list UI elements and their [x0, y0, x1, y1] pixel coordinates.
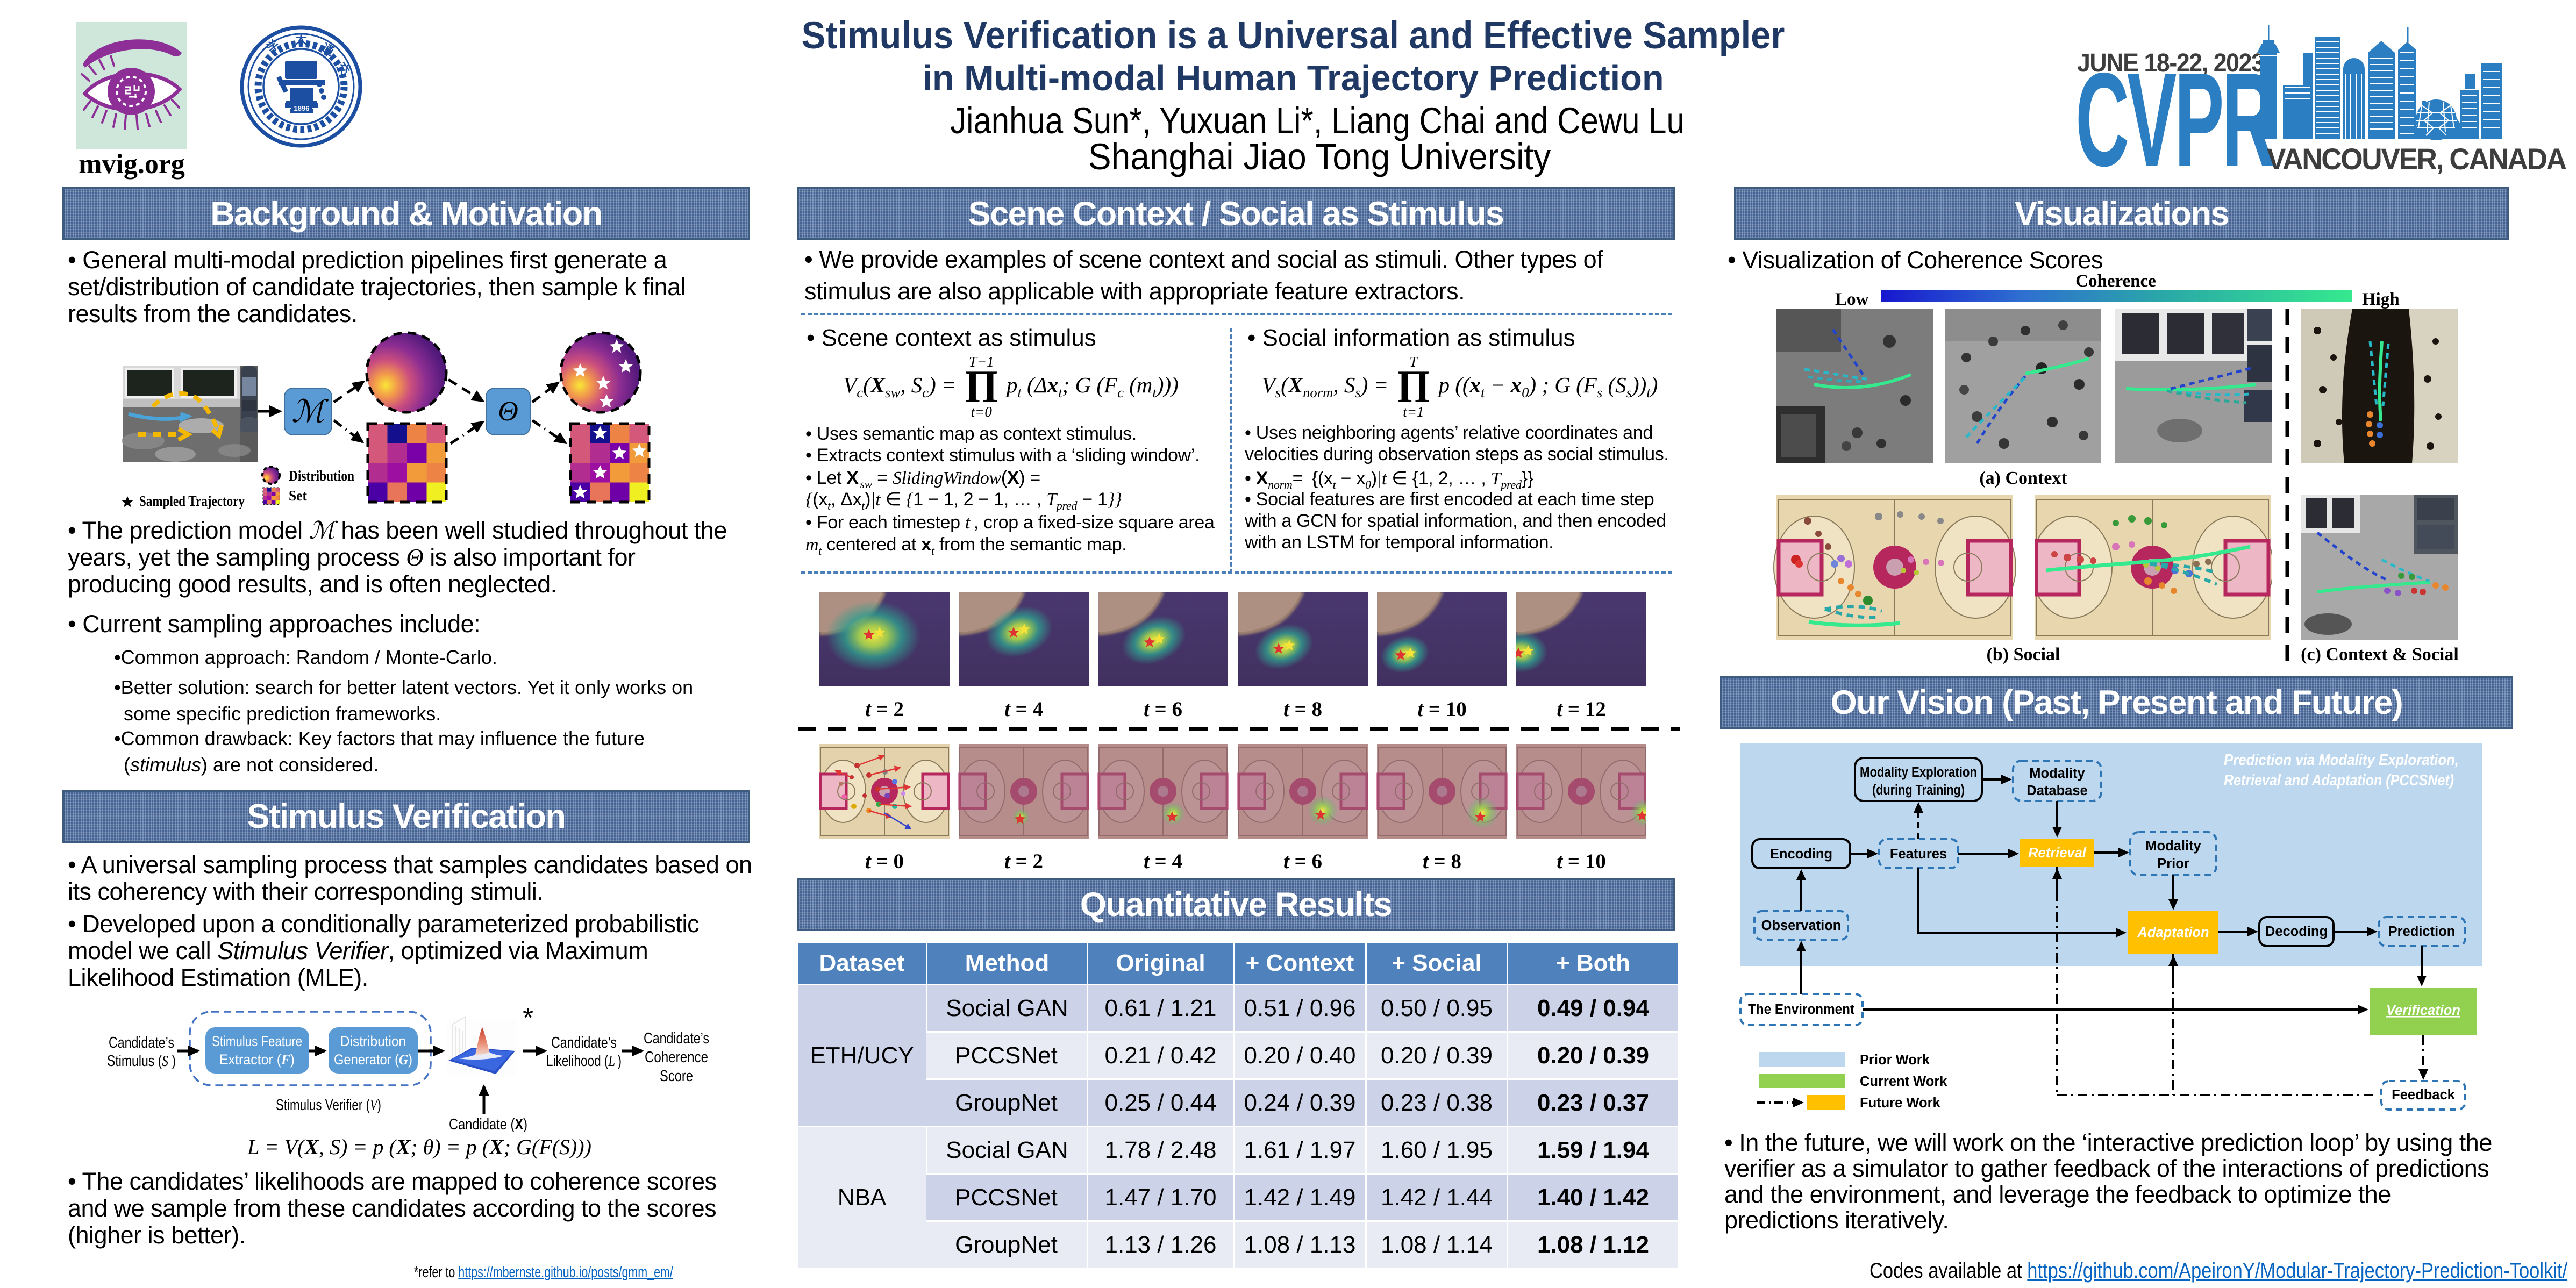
- svg-text:t = 4: t = 4: [1144, 850, 1182, 873]
- svg-text:ℳ: ℳ: [291, 394, 329, 429]
- svg-text:t = 2: t = 2: [865, 698, 904, 721]
- svg-text:Prior Work: Prior Work: [1860, 1053, 1930, 1068]
- svg-text:Retrieval: Retrieval: [2028, 846, 2087, 861]
- svg-text:Θ: Θ: [498, 396, 518, 427]
- svg-text:Observation: Observation: [1761, 918, 1842, 933]
- svg-text:t = 10: t = 10: [1417, 698, 1467, 721]
- svg-text:Coherence: Coherence: [2075, 271, 2156, 291]
- svg-text:Encoding: Encoding: [1770, 847, 1832, 862]
- svg-text:t = 8: t = 8: [1283, 698, 1322, 721]
- svg-text:t = 6: t = 6: [1144, 698, 1182, 721]
- svg-text:Stimulus Verifier (V): Stimulus Verifier (V): [276, 1097, 381, 1114]
- svg-text:Verification: Verification: [2386, 1003, 2460, 1018]
- svg-text:Decoding: Decoding: [2265, 924, 2328, 939]
- svg-text:Sampled Trajectory: Sampled Trajectory: [139, 493, 245, 509]
- svg-text:t = 2: t = 2: [1004, 850, 1043, 873]
- svg-text:t = 8: t = 8: [1423, 850, 1461, 873]
- svg-text:Generator (G): Generator (G): [334, 1051, 412, 1068]
- svg-text:Current Work: Current Work: [1860, 1074, 1947, 1089]
- svg-text:Distribution: Distribution: [340, 1033, 406, 1049]
- svg-text:Modality: Modality: [2029, 766, 2085, 781]
- svg-text:Database: Database: [2026, 783, 2087, 798]
- svg-text:Likelihood (L ): Likelihood (L ): [546, 1053, 622, 1070]
- svg-text:*: *: [523, 1003, 533, 1034]
- svg-text:Modality: Modality: [2145, 839, 2201, 854]
- svg-text:大: 大: [295, 33, 307, 46]
- svg-text:Candidate’s: Candidate’s: [551, 1034, 617, 1051]
- svg-text:Adaptation: Adaptation: [2137, 925, 2209, 940]
- svg-text:High: High: [2362, 290, 2400, 309]
- svg-text:Candidate (X): Candidate (X): [449, 1116, 527, 1132]
- svg-text:Prediction via Modality Explor: Prediction via Modality Exploration,: [2224, 752, 2459, 769]
- svg-text:Prediction: Prediction: [2388, 924, 2456, 939]
- svg-text:t = 6: t = 6: [1283, 850, 1322, 873]
- svg-text:Stimulus (S ): Stimulus (S ): [107, 1053, 176, 1070]
- svg-text:Distribution: Distribution: [289, 468, 354, 484]
- svg-text:Feedback: Feedback: [2392, 1087, 2455, 1103]
- svg-text:(during Training): (during Training): [1872, 783, 1965, 798]
- svg-text:Candidate’s: Candidate’s: [644, 1030, 709, 1047]
- svg-text:(c) Context & Social: (c) Context & Social: [2301, 645, 2459, 664]
- svg-text:Features: Features: [1890, 847, 1947, 862]
- svg-text:Set: Set: [289, 488, 307, 504]
- svg-text:t = 0: t = 0: [865, 850, 904, 873]
- svg-text:Score: Score: [660, 1068, 693, 1085]
- svg-text:t = 10: t = 10: [1557, 850, 1606, 873]
- svg-text:t = 12: t = 12: [1557, 698, 1606, 721]
- svg-text:Low: Low: [1835, 290, 1869, 309]
- svg-text:Future Work: Future Work: [1860, 1096, 1941, 1111]
- svg-text:Candidate’s: Candidate’s: [109, 1034, 174, 1051]
- svg-text:Stimulus Feature: Stimulus Feature: [212, 1033, 302, 1049]
- svg-text:1896: 1896: [294, 104, 310, 112]
- svg-text:Prior: Prior: [2157, 856, 2189, 871]
- svg-text:Retrieval and Adaptation (PCC: Retrieval and Adaptation (PCCSNet): [2224, 772, 2454, 789]
- svg-text:Coherence: Coherence: [645, 1049, 708, 1066]
- svg-text:(b) Social: (b) Social: [1987, 645, 2060, 664]
- svg-text:The Environment: The Environment: [1748, 1002, 1854, 1017]
- svg-text:t = 4: t = 4: [1004, 698, 1043, 721]
- svg-text:Modality Exploration: Modality Exploration: [1860, 765, 1977, 780]
- svg-text:(a) Context: (a) Context: [1979, 468, 2067, 488]
- svg-text:Extractor (F): Extractor (F): [219, 1051, 295, 1068]
